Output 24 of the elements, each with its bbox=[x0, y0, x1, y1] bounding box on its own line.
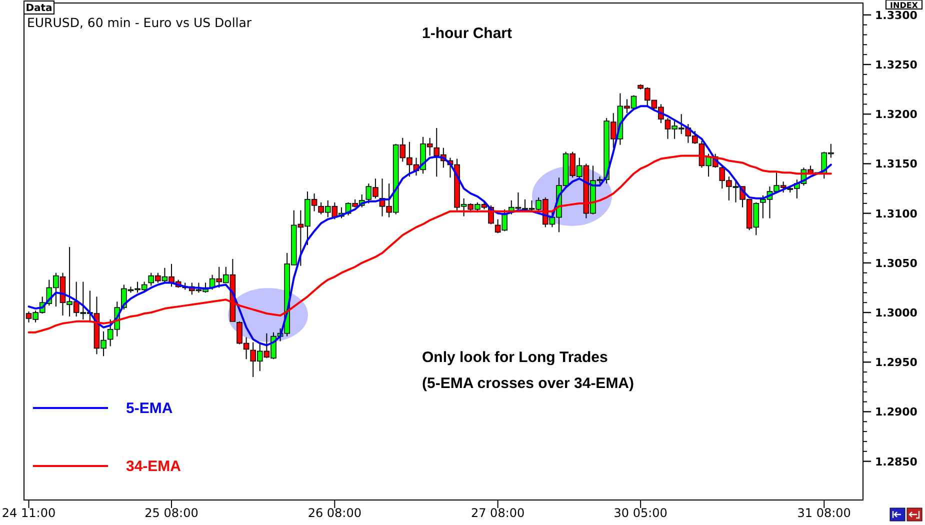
x-tick-label: 25 08:00 bbox=[144, 506, 198, 520]
y-tick-label: 1.2900 bbox=[875, 406, 918, 419]
y-tick-label: 1.3250 bbox=[875, 58, 918, 72]
y-tick-label: 1.2850 bbox=[875, 455, 918, 468]
y-tick-label: 1.3000 bbox=[875, 306, 918, 320]
x-tick-label: 27 08:00 bbox=[470, 506, 525, 520]
y-tick-label: 1.3100 bbox=[875, 207, 918, 220]
text: INDEX bbox=[890, 1, 919, 10]
y-tick-label: 1.2950 bbox=[875, 356, 918, 370]
y-tick-label: 1.3300 bbox=[875, 8, 918, 22]
annotation: Data bbox=[26, 3, 52, 14]
text: 1-hour Chart bbox=[422, 25, 512, 42]
x-tick-label: 26 08:00 bbox=[308, 506, 362, 520]
legend-label: 5-EMA bbox=[126, 400, 173, 417]
y-tick-label: 1.3150 bbox=[875, 158, 918, 171]
legend-label: 34-EMA bbox=[126, 458, 182, 475]
y-tick-label: 1.3050 bbox=[875, 256, 918, 270]
y-tick-label: 1.3200 bbox=[875, 108, 918, 122]
text: EURUSD, 60 min - Euro vs US Dollar bbox=[27, 15, 252, 30]
annotation: (5-EMA crosses over 34-EMA) bbox=[422, 375, 634, 392]
x-tick-label: 30 05:00 bbox=[614, 506, 668, 520]
x-tick-label: 24 11:00 bbox=[2, 506, 56, 520]
x-tick-label: 31 08:00 bbox=[797, 506, 851, 520]
annotation: Only look for Long Trades bbox=[422, 349, 608, 366]
